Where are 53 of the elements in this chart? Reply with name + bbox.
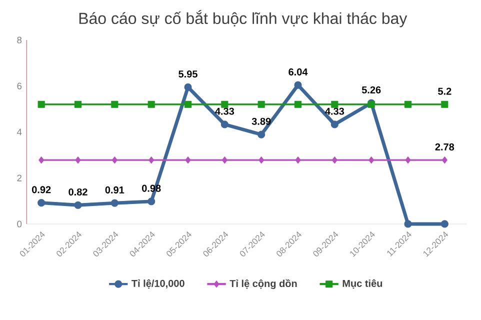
point xyxy=(148,198,156,206)
point xyxy=(294,81,302,89)
data-label: 0.91 xyxy=(105,186,124,194)
point xyxy=(330,120,338,128)
point xyxy=(185,156,191,164)
point xyxy=(405,156,411,164)
point xyxy=(110,199,118,207)
point xyxy=(332,156,338,164)
data-label: 6.04 xyxy=(288,68,308,76)
point xyxy=(220,120,228,128)
legend-label: Tỉ lệ cộng dồn xyxy=(230,279,297,290)
y-tick-label: 2 xyxy=(17,174,22,182)
data-label: 0.82 xyxy=(68,188,88,196)
chart-title: Báo cáo sự cố bắt buộc lĩnh vực khai thác bay xyxy=(79,10,408,28)
point xyxy=(148,100,155,108)
point xyxy=(331,100,338,108)
point xyxy=(111,100,118,108)
point xyxy=(258,156,264,164)
y-tick-label: 4 xyxy=(16,128,22,136)
data-label: 0.92 xyxy=(32,186,51,194)
data-label: 2.78 xyxy=(435,143,454,150)
y-tick-label: 8 xyxy=(17,36,22,44)
point xyxy=(38,100,45,108)
point xyxy=(404,100,412,108)
point xyxy=(294,100,302,108)
data-label: 4.33 xyxy=(325,108,344,115)
point xyxy=(74,201,82,209)
y-tick-label: 0 xyxy=(17,220,22,228)
data-label: 5.26 xyxy=(362,86,381,94)
point xyxy=(258,100,265,108)
point xyxy=(75,156,81,164)
point xyxy=(442,156,448,164)
data-label: 4.33 xyxy=(215,108,234,115)
data-label: 5.95 xyxy=(178,70,198,78)
data-label: 5.2 xyxy=(438,88,452,95)
point xyxy=(38,156,44,164)
point xyxy=(440,220,448,228)
point xyxy=(258,130,266,138)
point xyxy=(184,100,192,108)
legend-label: Tỉ lệ/10,000 xyxy=(132,279,184,289)
point xyxy=(404,220,412,228)
point xyxy=(112,156,118,164)
point xyxy=(368,156,374,164)
point xyxy=(295,156,301,164)
point xyxy=(221,100,228,108)
point xyxy=(38,199,46,207)
point xyxy=(222,156,228,164)
point xyxy=(74,100,82,108)
point xyxy=(148,156,154,164)
y-tick-label: 6 xyxy=(17,82,22,90)
legend-label: Mục tiêu xyxy=(342,279,382,289)
point xyxy=(441,100,448,108)
point xyxy=(184,83,192,91)
